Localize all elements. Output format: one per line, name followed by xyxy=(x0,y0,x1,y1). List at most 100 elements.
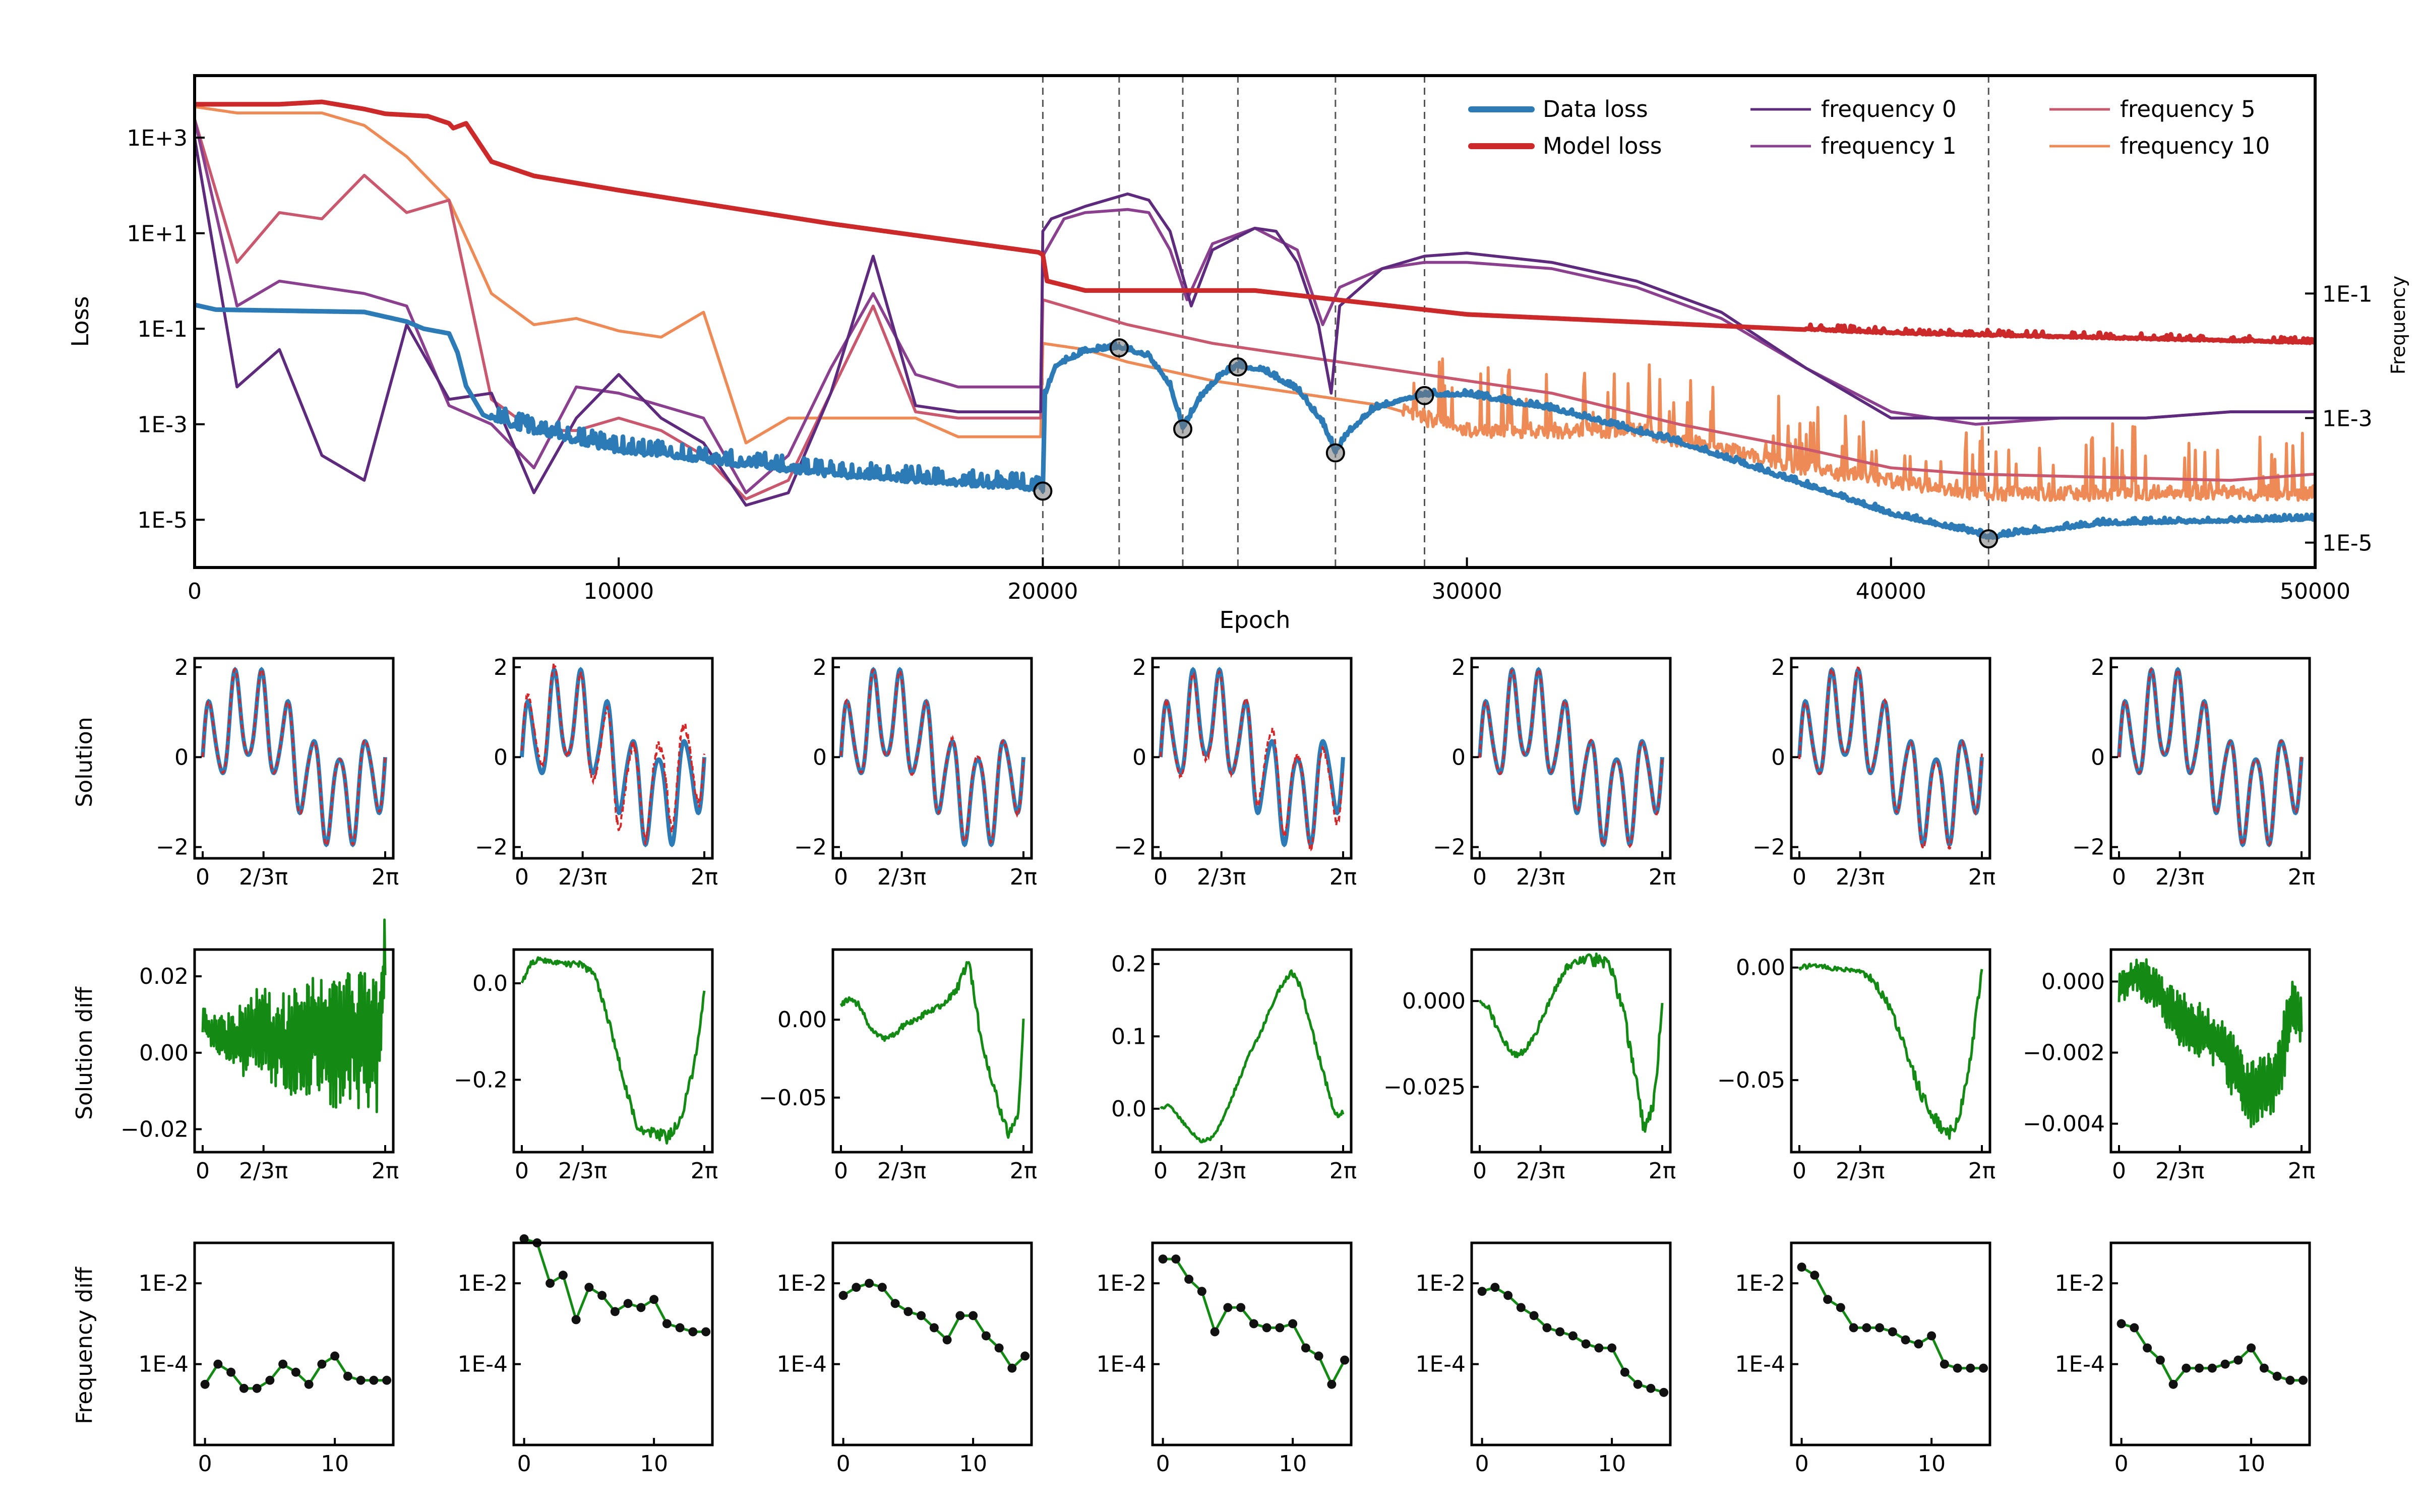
legend-label-data-loss: Data loss xyxy=(1543,96,1648,122)
frequency-diff-panel-1: 0 10 1E-2 1E-4 xyxy=(457,1234,714,1477)
solution-diff-panel-0-line xyxy=(201,918,387,1113)
frequency-diff-panel-6-point-7 xyxy=(2207,1363,2217,1373)
frequency-diff-panel-2-point-10 xyxy=(969,1311,978,1320)
frequency-diff-panel-5-point-12 xyxy=(1953,1363,1962,1373)
panel-s5-x-tick-label-1: 2/3π xyxy=(1836,864,1885,890)
frequency-diff-panel-0-point-0 xyxy=(200,1379,210,1389)
epoch-marker-5 xyxy=(1415,386,1434,405)
solution-diff-panel-2-frame xyxy=(831,948,1033,1154)
frequency-diff-panel-6-point-14 xyxy=(2298,1375,2308,1385)
frequency-diff-panel-5-point-0 xyxy=(1797,1263,1806,1272)
solution-diff-panel-1-line xyxy=(520,956,706,1145)
training-loss-panel: 0 10000 20000 30000 40000 50000 1E+3 1E+1 1E-1 1E… xyxy=(67,74,2409,634)
epoch-marker-1 xyxy=(1109,338,1129,358)
frequency-diff-panel-0-y-tick-label-0: 1E-2 xyxy=(138,1271,189,1296)
solution-diff-panel-0: 0 2/3π 2π 0.02 0.00 −0.02 xyxy=(120,918,399,1184)
legend-label-frequency-10: frequency 10 xyxy=(2120,133,2270,159)
panel-s1-x-tick-label-0: 0 xyxy=(515,864,529,890)
frequency-diff-panel-6-x-tick-label-0: 0 xyxy=(2114,1451,2129,1477)
panel-s4-x-tick-label-1: 2/3π xyxy=(1516,864,1565,890)
solution-diff-panel-5: 0 2/3π 2π 0.00 −0.05 xyxy=(1717,948,1995,1184)
frequency-diff-panel-6-y-tick-label-0: 1E-2 xyxy=(2054,1271,2105,1296)
solution-panel-1-y-tick-label-1: 0 xyxy=(494,744,508,770)
y-tick-label-loss-4: 1E-5 xyxy=(137,508,188,533)
panel-s2-x-tick-label-2: 2π xyxy=(1010,864,1037,890)
frequency-diff-panel-2-point-12 xyxy=(994,1343,1004,1353)
solution-panel-0-frame xyxy=(193,657,395,860)
frequency-diff-panel-2-point-3 xyxy=(877,1283,887,1292)
frequency-diff-panel-0-point-5 xyxy=(265,1375,275,1385)
frequency-diff-panel-2-point-11 xyxy=(981,1331,991,1341)
y-tick-label-loss-2: 1E-1 xyxy=(137,317,188,342)
frequency-diff-panel-2-point-14 xyxy=(1020,1351,1030,1361)
frequency-diff-panel-5-x-tick-label-0: 0 xyxy=(1795,1451,1809,1477)
frequency-diff-panel-2-point-4 xyxy=(890,1299,900,1308)
frequency-diff-panel-0-point-11 xyxy=(343,1371,352,1381)
solution-diff-panel-4: 0 2/3π 2π 0.000 −0.025 xyxy=(1383,948,1676,1184)
panel-s1-x-tick-label-2: 2π xyxy=(691,864,718,890)
x-tick-label-4: 40000 xyxy=(1856,579,1926,604)
frequency-diff-panel-1-x-tick-label-1: 10 xyxy=(640,1451,668,1477)
frequency-diff-panel-2: 0 10 1E-2 1E-4 xyxy=(776,1241,1033,1477)
series-frequency-1 xyxy=(195,118,2315,494)
frequency-diff-panel-0: 0 10 1E-2 1E-4 xyxy=(138,1241,395,1477)
panel-d4-x-tick-label-1: 2/3π xyxy=(1516,1158,1565,1184)
frequency-diff-panel-1-point-0 xyxy=(519,1234,529,1243)
frequency-diff-panel-3-point-12 xyxy=(1314,1351,1323,1361)
solution-diff-panel-6-y-tick-label-1: −0.002 xyxy=(2023,1040,2105,1066)
frequency-diff-panel-0-y-tick-label-1: 1E-4 xyxy=(138,1352,189,1377)
frequency-diff-panel-4-point-1 xyxy=(1490,1283,1500,1292)
frequency-diff-panel-2-point-7 xyxy=(929,1323,939,1333)
epoch-marker-3 xyxy=(1228,357,1248,377)
solution-diff-panel-4-y-tick-label-1: −0.025 xyxy=(1383,1075,1466,1100)
solution-panel-2-frame xyxy=(831,657,1033,860)
solution-diff-panel-3: 0 2/3π 2π 0.2 0.1 0.0 xyxy=(1111,948,1357,1184)
solution-panel-0-y-tick-label-1: 0 xyxy=(174,744,189,770)
frequency-diff-panel-6-x-tick-label-1: 10 xyxy=(2237,1451,2265,1477)
solution-panel-4-frame xyxy=(1470,657,1672,860)
frequency-diff-panel-3-point-0 xyxy=(1158,1254,1168,1264)
frequency-diff-panel-3-point-1 xyxy=(1171,1254,1181,1264)
frequency-diff-panel-0-point-6 xyxy=(278,1359,288,1369)
panel-s2-x-tick-label-0: 0 xyxy=(834,864,848,890)
panel-s0-x-tick-label-2: 2π xyxy=(372,864,399,890)
frequency-diff-panel-6-point-5 xyxy=(2182,1363,2191,1373)
frequency-diff-panel-3-point-14 xyxy=(1340,1355,1350,1365)
row-label-solution: Solution xyxy=(72,717,97,807)
frequency-diff-panel-3-point-8 xyxy=(1262,1323,1272,1333)
frequency-diff-panel-2-point-2 xyxy=(865,1279,874,1288)
panel-s6-x-tick-label-1: 2/3π xyxy=(2155,864,2204,890)
y-tick-label-frequency-1: 1E-3 xyxy=(2322,406,2373,431)
panel-s4-x-tick-label-0: 0 xyxy=(1473,864,1487,890)
frequency-diff-panel-1-point-7 xyxy=(610,1307,620,1316)
frequency-diff-panel-0-point-9 xyxy=(317,1359,327,1369)
frequency-diff-panel-3-point-10 xyxy=(1288,1319,1298,1329)
frequency-diff-panel-6-point-8 xyxy=(2220,1359,2230,1369)
solution-diff-panel-2-y-tick-label-0: 0.00 xyxy=(777,1007,827,1033)
frequency-diff-panel-5-point-8 xyxy=(1901,1335,1910,1345)
panel-d4-x-tick-label-2: 2π xyxy=(1649,1158,1676,1184)
solution-panel-3-y-tick-label-2: 2 xyxy=(1132,655,1146,680)
solution-panel-3-y-tick-label-0: −2 xyxy=(1114,835,1146,860)
solution-diff-panel-1-y-tick-label-0: 0.0 xyxy=(472,971,508,996)
panel-d2-x-tick-label-1: 2/3π xyxy=(877,1158,926,1184)
frequency-diff-panel-0-point-2 xyxy=(226,1367,236,1377)
series-frequency-10 xyxy=(195,105,2315,502)
solution-diff-panel-6-y-tick-label-0: 0.000 xyxy=(2041,969,2105,994)
solution-diff-panel-4-y-tick-label-0: 0.000 xyxy=(1402,988,1466,1014)
frequency-diff-panel-5-y-tick-label-1: 1E-4 xyxy=(1735,1352,1785,1377)
x-axis-label: Epoch xyxy=(1220,606,1291,634)
solution-panel-1-frame xyxy=(512,657,714,860)
frequency-diff-panel-5-x-tick-label-1: 10 xyxy=(1917,1451,1946,1477)
solution-diff-panel-0-y-tick-label-1: 0.00 xyxy=(139,1040,189,1066)
solution-panel-4: 0 2/3π 2π −2 0 2 xyxy=(1433,655,1676,890)
panel-s0-x-tick-label-1: 2/3π xyxy=(239,864,288,890)
solution-diff-panel-3-y-tick-label-0: 0.2 xyxy=(1111,952,1146,977)
solution-panel-6-prediction xyxy=(2118,668,2303,847)
frequency-diff-panel-4-point-13 xyxy=(1646,1383,1656,1393)
frequency-diff-panel-2-point-13 xyxy=(1007,1363,1017,1373)
frequency-diff-panel-2-y-tick-label-1: 1E-4 xyxy=(776,1352,827,1377)
frequency-diff-panel-0-point-7 xyxy=(291,1367,300,1377)
